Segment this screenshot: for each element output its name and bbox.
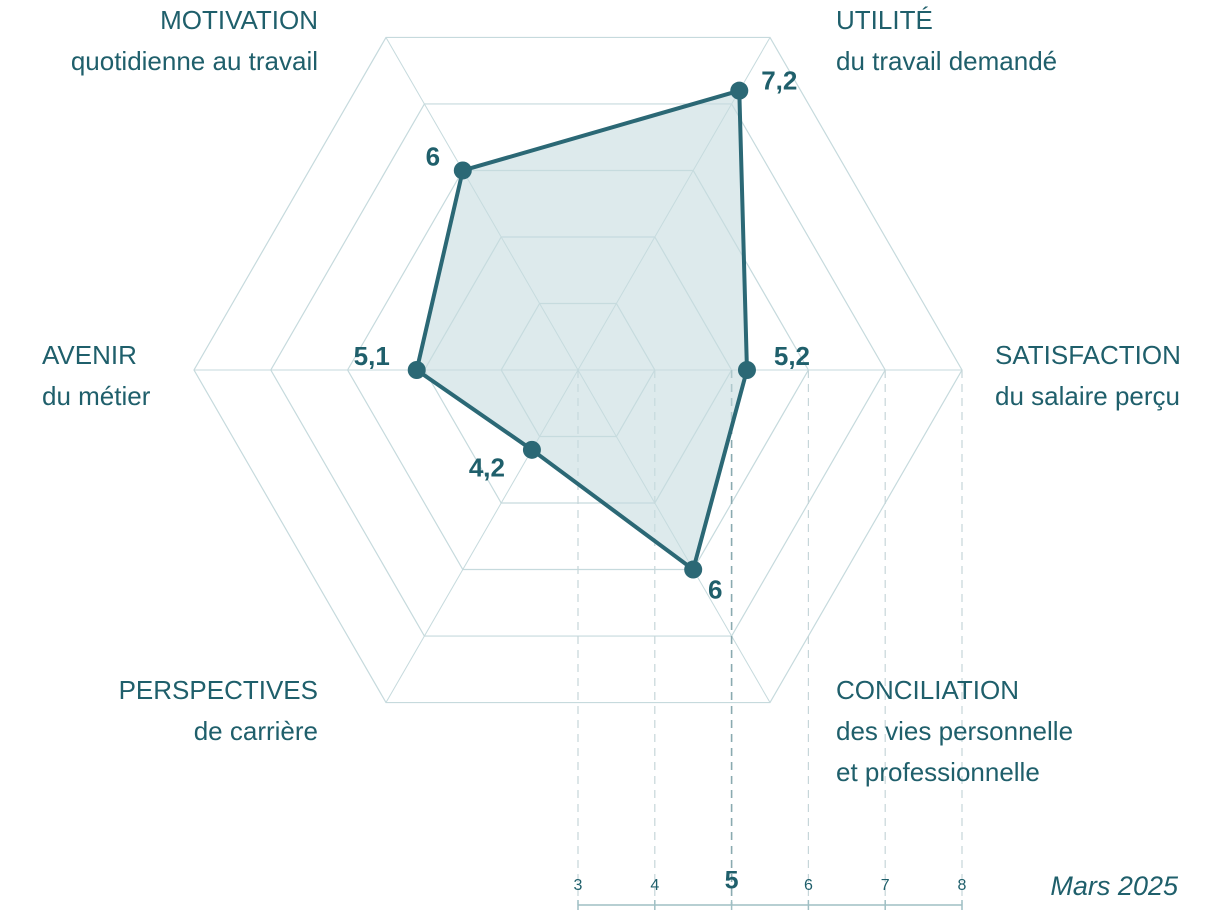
category-label: CONCILIATION — [836, 675, 1019, 705]
scale-tick-label: 5 — [725, 867, 739, 895]
category-subtitle: quotidienne au travail — [71, 46, 318, 76]
value-label: 4,2 — [469, 453, 505, 483]
category-subtitle: du travail demandé — [836, 46, 1057, 76]
category-label: PERSPECTIVES — [119, 675, 318, 705]
category-subtitle: et professionnelle — [836, 757, 1040, 787]
category-label: SATISFACTION — [995, 340, 1181, 370]
radar-point — [407, 361, 426, 379]
radar-point — [684, 560, 703, 579]
radar-point — [453, 161, 472, 180]
value-label: 6 — [708, 574, 722, 604]
scale-tick-label: 8 — [958, 877, 967, 894]
category-label: AVENIR — [42, 340, 137, 370]
radar-point — [737, 361, 756, 379]
scale-tick-label: 3 — [574, 877, 583, 894]
category-label: MOTIVATION — [160, 5, 318, 35]
scale-tick-label: 6 — [804, 877, 813, 894]
value-label: 6 — [426, 141, 440, 171]
footnote: Mars 2025 — [1050, 871, 1179, 901]
radar-point — [522, 440, 541, 459]
category-subtitle: du métier — [42, 381, 151, 411]
category-subtitle: des vies personnelle — [836, 716, 1073, 746]
category-subtitle: de carrière — [194, 716, 318, 746]
scale-tick-label: 4 — [650, 877, 659, 894]
category-label: UTILITÉ — [836, 5, 933, 35]
category-subtitle: du salaire perçu — [995, 381, 1180, 411]
value-label: 5,1 — [354, 341, 390, 371]
radar-point — [730, 81, 749, 100]
scale-tick-label: 7 — [881, 877, 890, 894]
value-label: 7,2 — [761, 66, 797, 96]
value-label: 5,2 — [774, 341, 810, 371]
